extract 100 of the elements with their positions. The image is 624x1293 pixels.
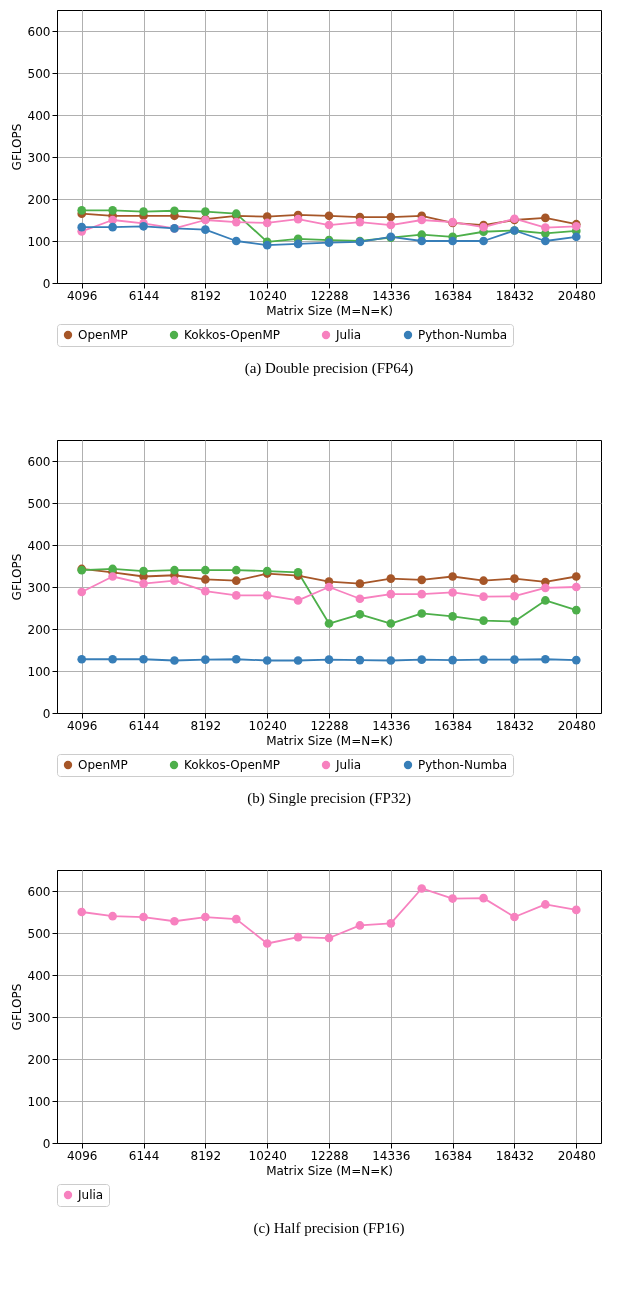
point bbox=[262, 656, 272, 665]
y-tick-label: 0 bbox=[42, 1136, 51, 1151]
x-tick-label: 10240 bbox=[248, 1148, 287, 1163]
point bbox=[139, 579, 148, 588]
legend-label: OpenMP bbox=[78, 328, 128, 342]
legend-label: Julia bbox=[77, 1188, 104, 1202]
point bbox=[386, 619, 396, 628]
point bbox=[293, 214, 303, 224]
legend-label: Kokkos-OpenMP bbox=[184, 328, 280, 342]
point bbox=[293, 239, 303, 249]
point bbox=[417, 655, 427, 664]
point bbox=[417, 609, 427, 618]
point bbox=[262, 218, 272, 228]
x-axis-title: Matrix Size (M=N=K) bbox=[266, 1163, 393, 1178]
x-tick-label: 16384 bbox=[434, 718, 473, 733]
y-tick-label: 100 bbox=[27, 234, 51, 249]
x-tick-label: 4096 bbox=[66, 288, 98, 303]
y-tick-label: 300 bbox=[27, 150, 51, 165]
point bbox=[541, 654, 550, 664]
point bbox=[108, 564, 117, 574]
legend-label: Python-Numba bbox=[418, 758, 508, 772]
y-tick-label: 200 bbox=[27, 1052, 51, 1067]
point bbox=[201, 655, 210, 664]
x-tick-label: 8192 bbox=[190, 718, 222, 733]
point bbox=[262, 939, 272, 948]
y-tick-label: 600 bbox=[27, 884, 51, 899]
x-axis-title: Matrix Size (M=N=K) bbox=[266, 733, 393, 748]
x-tick-label: 6144 bbox=[128, 288, 160, 303]
legend-label: Python-Numba bbox=[418, 328, 508, 342]
point bbox=[386, 919, 396, 928]
point bbox=[355, 217, 365, 227]
point bbox=[479, 236, 488, 246]
point bbox=[541, 900, 550, 909]
point bbox=[386, 656, 396, 665]
point bbox=[201, 207, 210, 216]
point bbox=[417, 589, 427, 599]
point bbox=[510, 591, 519, 601]
x-tick-label: 18432 bbox=[495, 718, 535, 733]
point bbox=[139, 912, 148, 922]
point bbox=[448, 236, 457, 246]
x-tick-label: 12288 bbox=[310, 1148, 349, 1163]
y-axis-title: GFLOPS bbox=[9, 983, 24, 1031]
point bbox=[355, 655, 365, 665]
point bbox=[571, 572, 581, 581]
x-tick-label: 8192 bbox=[190, 1148, 222, 1163]
point bbox=[479, 592, 488, 601]
point bbox=[479, 893, 488, 903]
point bbox=[201, 586, 210, 596]
y-tick-label: 500 bbox=[27, 66, 51, 81]
point bbox=[448, 612, 457, 621]
y-tick-label: 300 bbox=[27, 1010, 51, 1025]
point bbox=[231, 654, 241, 664]
point bbox=[510, 655, 519, 664]
point bbox=[448, 894, 457, 903]
x-tick-label: 16384 bbox=[434, 1148, 473, 1163]
y-tick-label: 600 bbox=[27, 24, 51, 39]
point bbox=[571, 582, 581, 592]
point bbox=[541, 596, 550, 605]
point bbox=[293, 656, 303, 665]
point bbox=[77, 907, 87, 917]
x-tick-label: 18432 bbox=[495, 288, 535, 303]
point bbox=[231, 591, 241, 600]
y-axis-title: GFLOPS bbox=[9, 553, 24, 601]
point bbox=[571, 605, 581, 615]
point bbox=[417, 236, 427, 246]
point bbox=[355, 609, 365, 619]
point bbox=[170, 565, 179, 575]
point bbox=[355, 579, 365, 588]
point bbox=[448, 572, 457, 581]
x-tick-label: 12288 bbox=[310, 288, 349, 303]
point bbox=[201, 575, 210, 584]
point bbox=[231, 576, 241, 586]
point bbox=[510, 574, 519, 583]
point bbox=[417, 884, 427, 893]
point bbox=[417, 575, 427, 585]
y-axis-title: GFLOPS bbox=[9, 123, 24, 171]
point bbox=[231, 236, 241, 246]
point bbox=[201, 225, 210, 234]
y-tick-label: 0 bbox=[42, 706, 51, 721]
point bbox=[170, 656, 179, 665]
legend-label: OpenMP bbox=[78, 758, 128, 772]
y-tick-label: 200 bbox=[27, 622, 51, 637]
y-tick-label: 500 bbox=[27, 496, 51, 511]
point bbox=[510, 912, 519, 922]
point bbox=[293, 932, 303, 942]
point bbox=[170, 206, 179, 216]
x-tick-label: 14336 bbox=[372, 718, 411, 733]
y-tick-label: 0 bbox=[42, 276, 51, 291]
point bbox=[355, 921, 365, 930]
point bbox=[108, 572, 117, 581]
point bbox=[77, 222, 87, 232]
x-axis-title: Matrix Size (M=N=K) bbox=[266, 303, 393, 318]
x-tick-label: 12288 bbox=[310, 718, 349, 733]
point bbox=[77, 654, 87, 664]
y-tick-label: 400 bbox=[27, 968, 51, 983]
x-tick-label: 6144 bbox=[128, 1148, 160, 1163]
y-tick-label: 200 bbox=[27, 192, 51, 207]
point bbox=[541, 236, 550, 246]
x-tick-label: 16384 bbox=[434, 288, 473, 303]
point bbox=[108, 215, 117, 225]
